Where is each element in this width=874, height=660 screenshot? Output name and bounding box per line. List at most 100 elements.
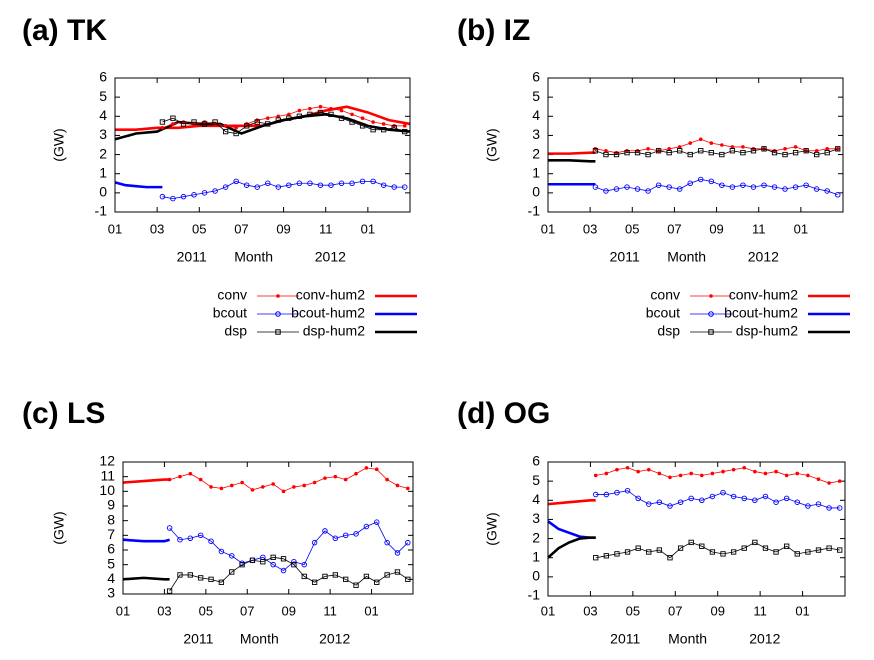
y-tick-label: 5 <box>532 88 540 104</box>
point <box>752 497 758 504</box>
point <box>212 188 218 194</box>
point <box>312 480 317 485</box>
point <box>338 180 345 187</box>
y-axis-label: (GW) <box>484 512 500 545</box>
y-tick-label: 6 <box>532 69 540 85</box>
point <box>254 119 260 125</box>
point <box>592 184 599 190</box>
point <box>753 469 757 474</box>
x-tick-label: 07 <box>234 221 248 236</box>
point <box>219 486 224 491</box>
point <box>698 148 704 154</box>
legend-label: bcout <box>213 305 247 321</box>
point <box>265 180 271 187</box>
point <box>827 481 831 485</box>
point <box>655 148 662 154</box>
point <box>244 123 250 129</box>
point <box>276 114 281 119</box>
series-line <box>114 181 163 189</box>
y-tick-label: 5 <box>532 472 540 488</box>
point <box>333 474 338 479</box>
y-tick-label: 3 <box>532 510 540 526</box>
y-tick-label: 2 <box>99 145 107 161</box>
point <box>792 150 799 156</box>
point <box>826 505 832 511</box>
point <box>342 532 349 539</box>
point <box>323 476 327 480</box>
point <box>614 551 620 557</box>
point <box>187 572 193 578</box>
point <box>783 495 790 502</box>
x-tick-label: 07 <box>668 603 682 618</box>
point <box>270 554 276 560</box>
x-tick-label: 05 <box>199 603 213 618</box>
point <box>593 473 598 478</box>
x-tick-label: 09 <box>710 603 724 618</box>
point <box>805 549 811 555</box>
point <box>177 536 183 543</box>
point <box>773 499 779 505</box>
point <box>615 467 619 472</box>
point <box>624 150 630 156</box>
point <box>592 491 599 498</box>
plot-frame <box>547 77 844 213</box>
point <box>816 477 821 482</box>
y-tick-label: 3 <box>107 585 115 601</box>
point <box>740 182 746 188</box>
point <box>343 477 348 482</box>
point <box>740 150 746 156</box>
x-tick-label: 09 <box>709 221 723 236</box>
point <box>374 519 380 525</box>
legend-label: conv <box>217 287 247 303</box>
y-tick-label: 0 <box>99 184 107 200</box>
point <box>603 151 609 158</box>
point <box>170 195 176 202</box>
x-tick-label: 05 <box>192 221 206 236</box>
point <box>297 108 302 113</box>
point <box>688 539 694 546</box>
point <box>815 501 822 507</box>
point <box>709 493 716 500</box>
point <box>339 108 344 113</box>
point <box>402 128 408 135</box>
point <box>363 523 370 530</box>
point <box>249 557 256 563</box>
point <box>710 471 715 476</box>
point <box>614 489 620 496</box>
point <box>624 487 631 494</box>
point <box>359 123 366 129</box>
point <box>239 562 245 568</box>
point <box>275 117 281 123</box>
legend-label: bcout-hum2 <box>291 305 365 321</box>
point <box>160 125 165 130</box>
point <box>281 489 286 494</box>
point <box>159 193 166 200</box>
point <box>773 549 779 555</box>
point <box>311 539 318 546</box>
point <box>688 141 693 145</box>
point <box>280 556 287 562</box>
plot-frame <box>547 461 846 597</box>
y-tick-label: 6 <box>532 453 540 469</box>
point <box>677 499 684 505</box>
point <box>171 122 175 126</box>
point <box>803 182 809 188</box>
point <box>720 489 726 496</box>
point <box>302 483 307 488</box>
x-tick-label: 11 <box>323 603 337 618</box>
point <box>795 471 800 476</box>
point <box>603 188 609 194</box>
year-label: 2012 <box>319 631 350 647</box>
series-connector <box>595 490 840 509</box>
point <box>668 475 672 480</box>
point <box>762 493 769 500</box>
point <box>166 588 173 594</box>
y-tick-label: 1 <box>99 164 107 180</box>
point <box>752 539 758 546</box>
point <box>166 525 173 531</box>
point <box>761 146 767 152</box>
point <box>741 495 747 502</box>
point <box>750 148 757 154</box>
point <box>677 148 683 154</box>
point <box>198 575 204 581</box>
